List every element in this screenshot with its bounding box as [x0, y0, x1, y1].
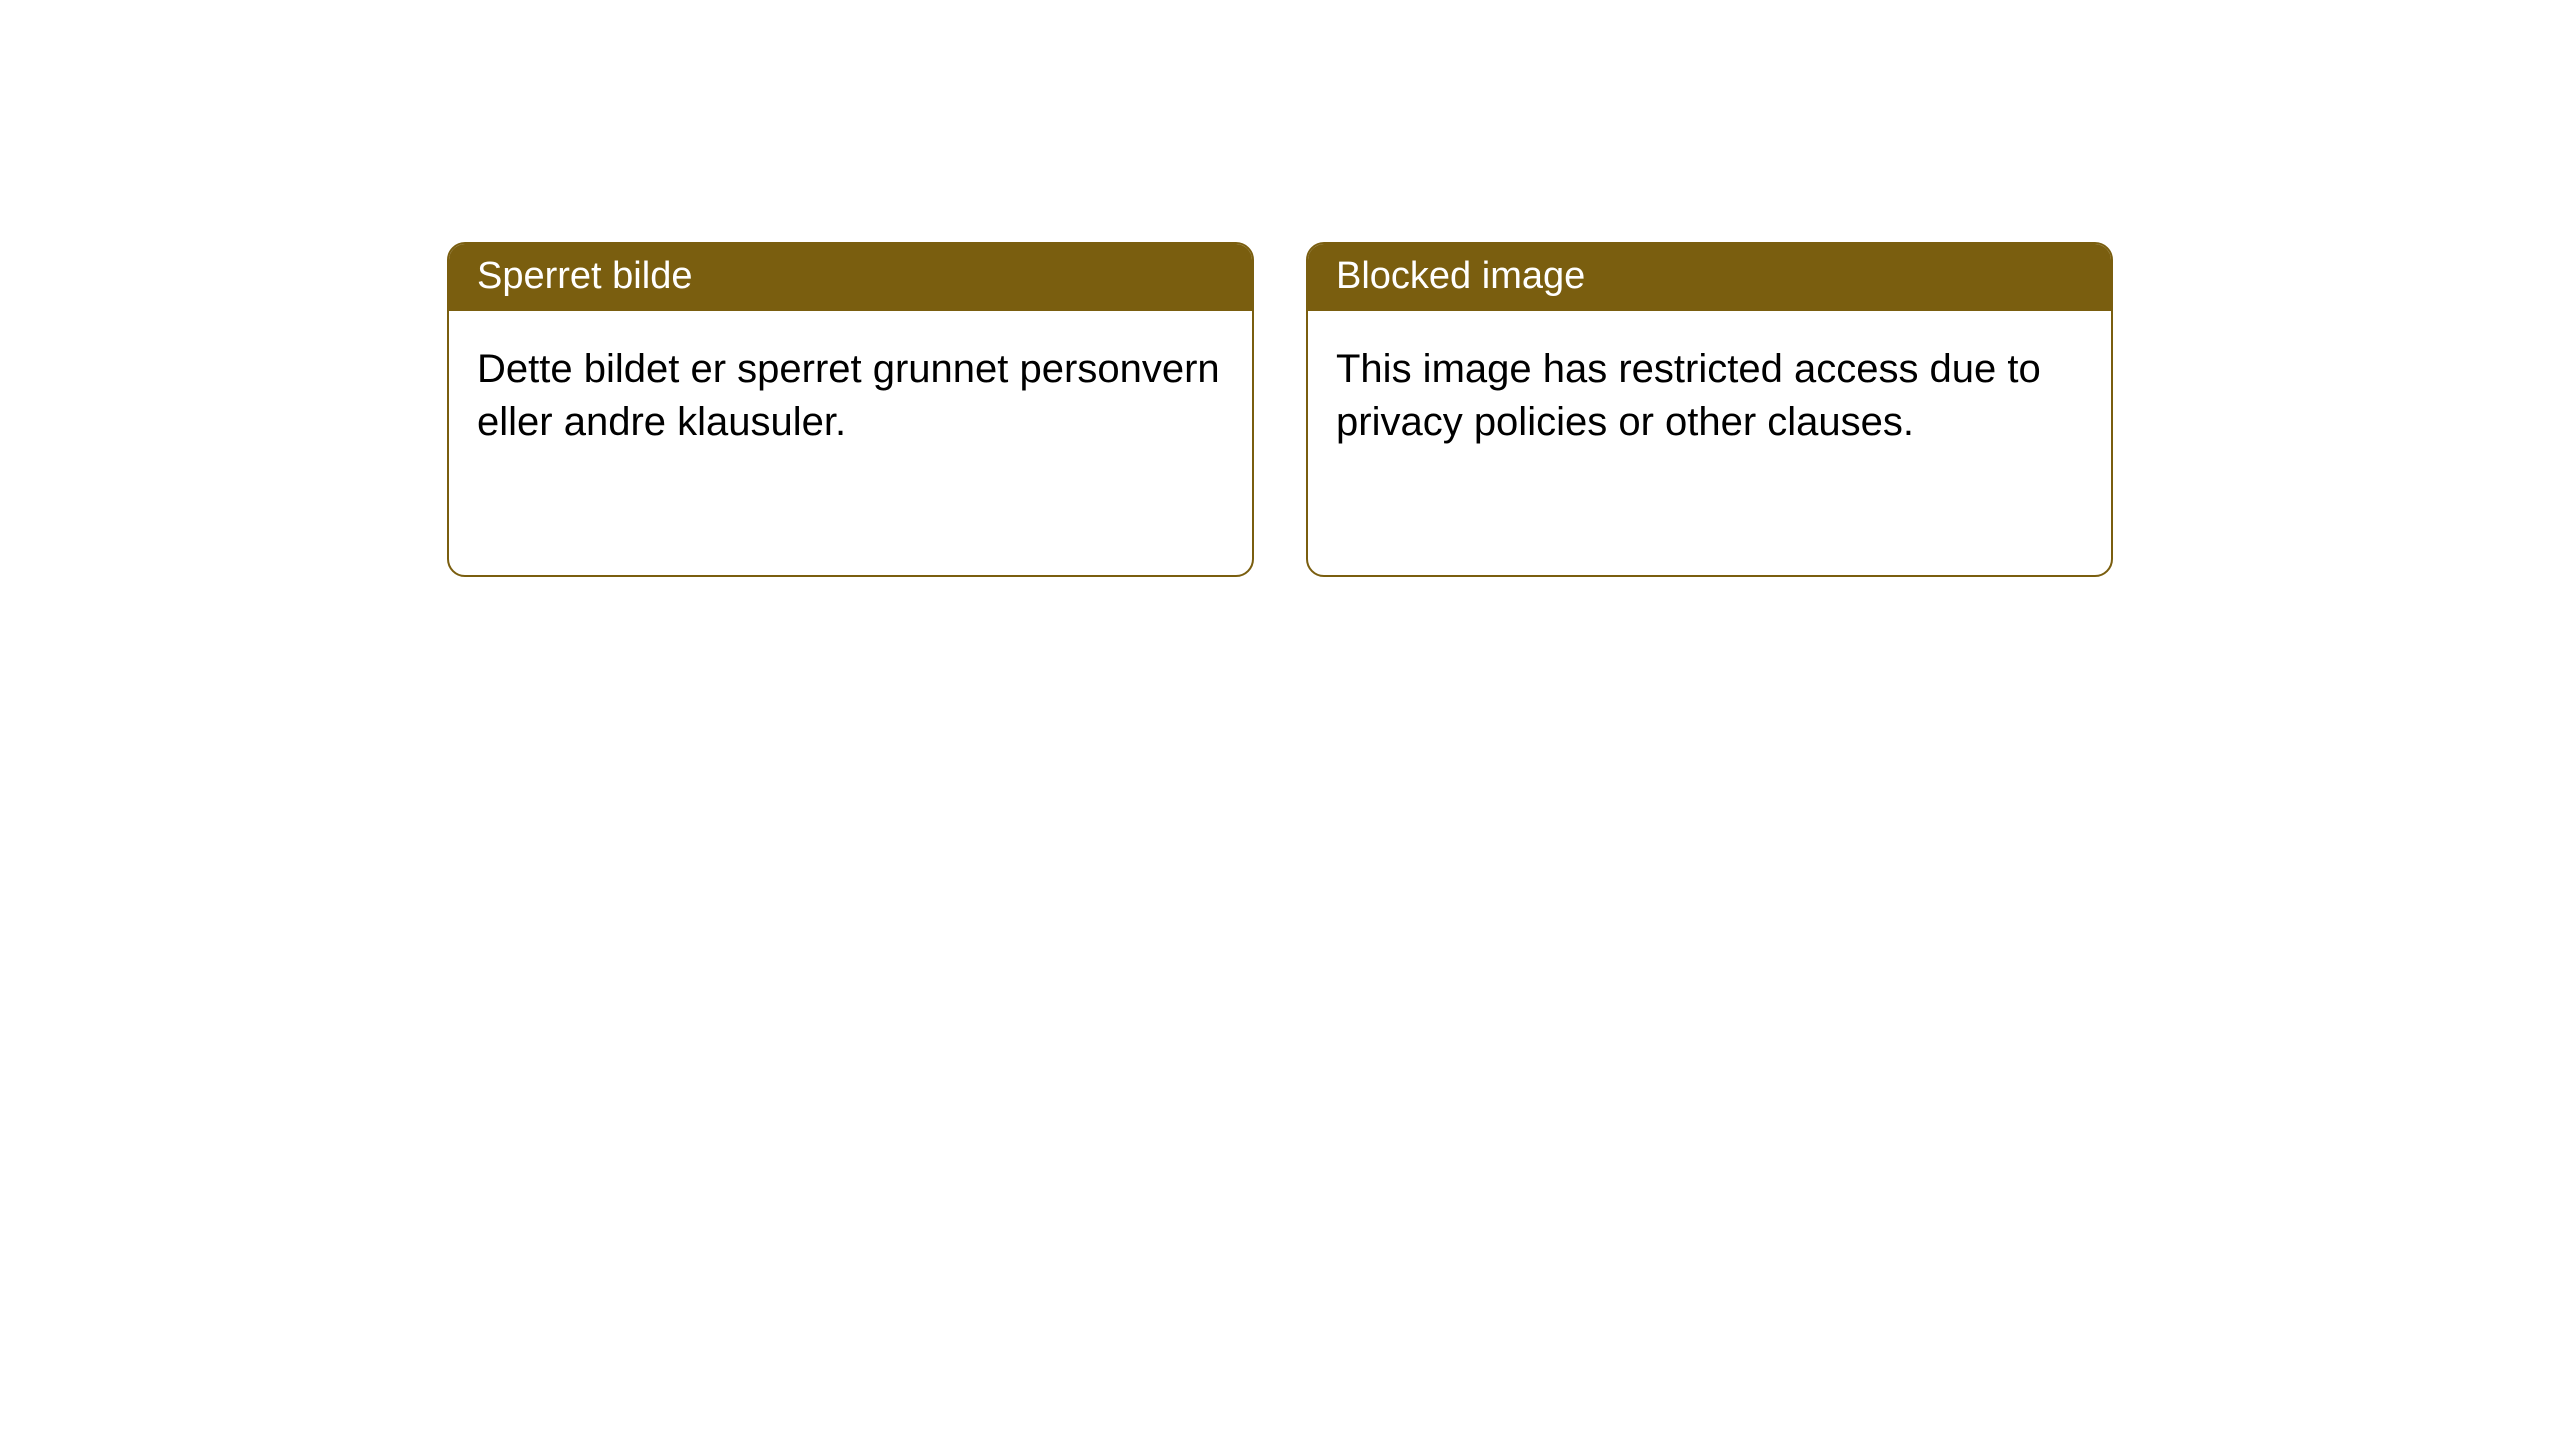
notice-card-title: Sperret bilde: [449, 244, 1252, 311]
notice-card-title: Blocked image: [1308, 244, 2111, 311]
notice-card-body: This image has restricted access due to …: [1308, 311, 2111, 481]
notice-card-en: Blocked image This image has restricted …: [1306, 242, 2113, 577]
notice-container: Sperret bilde Dette bildet er sperret gr…: [0, 0, 2560, 577]
notice-card-body: Dette bildet er sperret grunnet personve…: [449, 311, 1252, 481]
notice-card-no: Sperret bilde Dette bildet er sperret gr…: [447, 242, 1254, 577]
